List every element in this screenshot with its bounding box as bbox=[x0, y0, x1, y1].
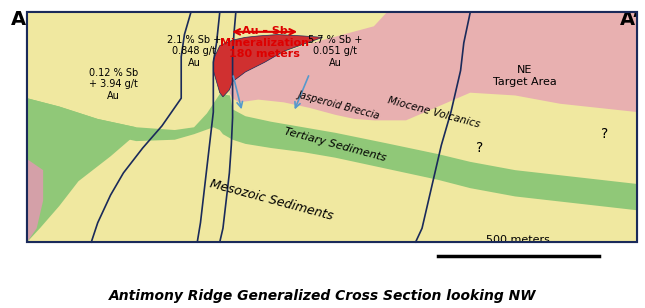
Text: Antimony Ridge Generalized Cross Section looking NW: Antimony Ridge Generalized Cross Section… bbox=[109, 289, 536, 303]
Text: ?: ? bbox=[601, 127, 609, 141]
Text: 0.12 % Sb
+ 3.94 g/t
Au: 0.12 % Sb + 3.94 g/t Au bbox=[89, 68, 139, 101]
Polygon shape bbox=[27, 159, 43, 242]
Text: ?: ? bbox=[476, 141, 484, 155]
Text: NE
Target Area: NE Target Area bbox=[493, 65, 557, 87]
Text: Mesozoic Sediments: Mesozoic Sediments bbox=[208, 178, 334, 223]
Text: Jasperoid Breccia: Jasperoid Breccia bbox=[297, 89, 381, 121]
Text: Miocene Volcanics: Miocene Volcanics bbox=[387, 95, 481, 129]
Text: A’: A’ bbox=[620, 10, 640, 29]
Polygon shape bbox=[27, 98, 136, 242]
Polygon shape bbox=[213, 34, 322, 97]
Polygon shape bbox=[27, 94, 637, 210]
Polygon shape bbox=[230, 12, 637, 120]
Text: A: A bbox=[11, 10, 26, 29]
Text: Au – Sb
Mineralization
180 meters: Au – Sb Mineralization 180 meters bbox=[220, 26, 309, 59]
Text: 2.1 % Sb +
0.848 g/t
Au: 2.1 % Sb + 0.848 g/t Au bbox=[167, 34, 221, 68]
FancyBboxPatch shape bbox=[27, 12, 637, 242]
Text: Tertiary Sediments: Tertiary Sediments bbox=[283, 127, 388, 164]
Text: 5.7 % Sb +
0.051 g/t
Au: 5.7 % Sb + 0.051 g/t Au bbox=[308, 34, 362, 68]
FancyBboxPatch shape bbox=[27, 12, 637, 242]
Text: 500 meters: 500 meters bbox=[486, 235, 550, 245]
